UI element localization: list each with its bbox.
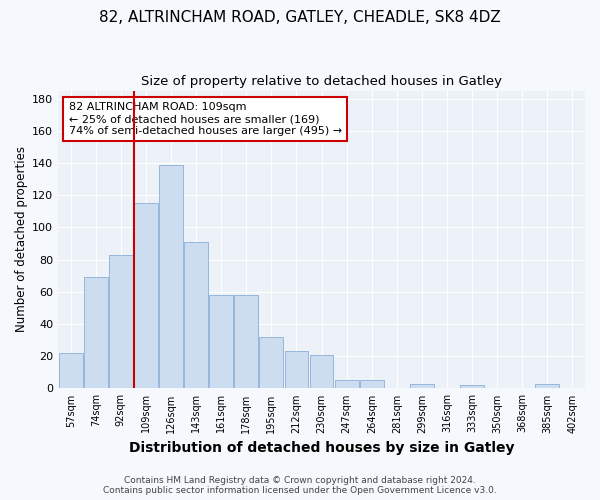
Y-axis label: Number of detached properties: Number of detached properties [15,146,28,332]
Bar [360,380,383,388]
Bar [410,384,434,388]
Bar [284,352,308,389]
Bar [310,354,334,388]
Bar [159,164,183,388]
Text: 82 ALTRINCHAM ROAD: 109sqm
← 25% of detached houses are smaller (169)
74% of sem: 82 ALTRINCHAM ROAD: 109sqm ← 25% of deta… [68,102,342,136]
Bar [134,204,158,388]
Bar [209,295,233,388]
Text: Contains HM Land Registry data © Crown copyright and database right 2024.
Contai: Contains HM Land Registry data © Crown c… [103,476,497,495]
Bar [535,384,559,388]
X-axis label: Distribution of detached houses by size in Gatley: Distribution of detached houses by size … [129,441,514,455]
Bar [235,295,258,388]
Bar [84,278,108,388]
Text: 82, ALTRINCHAM ROAD, GATLEY, CHEADLE, SK8 4DZ: 82, ALTRINCHAM ROAD, GATLEY, CHEADLE, SK… [99,10,501,25]
Bar [335,380,359,388]
Bar [59,353,83,388]
Title: Size of property relative to detached houses in Gatley: Size of property relative to detached ho… [141,75,502,88]
Bar [109,255,133,388]
Bar [184,242,208,388]
Bar [259,337,283,388]
Bar [460,385,484,388]
